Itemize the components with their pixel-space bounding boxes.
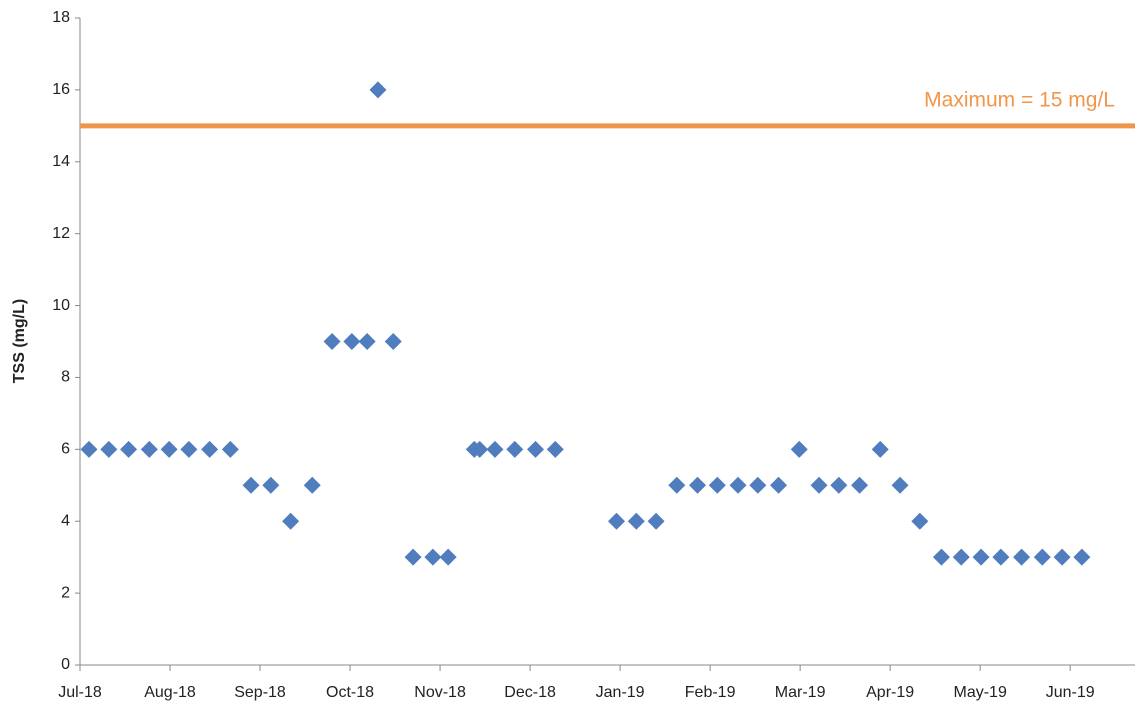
point (439, 548, 457, 566)
point (242, 476, 260, 494)
y-tick-label: 6 (61, 441, 70, 458)
point (972, 548, 990, 566)
point (180, 440, 198, 458)
x-tick-label: Apr-19 (866, 684, 914, 701)
point (506, 440, 524, 458)
x-tick-label: Jan-19 (596, 684, 645, 701)
point (1073, 548, 1091, 566)
point (729, 476, 747, 494)
point (668, 476, 686, 494)
point (100, 440, 118, 458)
x-tick-label: Jun-19 (1046, 684, 1095, 701)
x-tick-label: Mar-19 (775, 684, 826, 701)
point (871, 440, 889, 458)
point (1053, 548, 1071, 566)
point (952, 548, 970, 566)
y-tick-label: 18 (52, 9, 70, 26)
point (770, 476, 788, 494)
point (358, 333, 376, 350)
point (303, 476, 321, 494)
point (992, 548, 1010, 566)
y-tick-label: 0 (61, 656, 70, 673)
y-tick-label: 12 (52, 225, 70, 242)
y-tick-label: 14 (52, 153, 70, 170)
point (830, 476, 848, 494)
point (160, 440, 178, 458)
point (911, 512, 929, 530)
y-axis-label: TSS (mg/L) (11, 299, 28, 383)
point (262, 476, 280, 494)
y-tick-label: 8 (61, 369, 70, 386)
point (201, 440, 219, 458)
y-tick-label: 10 (52, 297, 70, 314)
point (120, 440, 138, 458)
x-tick-label: Oct-18 (326, 684, 374, 701)
point (627, 512, 645, 530)
point (749, 476, 767, 494)
point (384, 333, 402, 350)
point (851, 476, 869, 494)
x-tick-label: Aug-18 (144, 684, 196, 701)
point (608, 512, 626, 530)
y-tick-label: 2 (61, 584, 70, 601)
point (891, 476, 909, 494)
point (1033, 548, 1051, 566)
point (323, 333, 341, 350)
x-tick-label: May-19 (953, 684, 1006, 701)
x-tick-label: Sep-18 (234, 684, 286, 701)
y-tick-label: 16 (52, 81, 70, 98)
point (1013, 548, 1031, 566)
point (689, 476, 707, 494)
point (140, 440, 158, 458)
point (404, 548, 422, 566)
x-tick-label: Dec-18 (504, 684, 556, 701)
max-label: Maximum = 15 mg/L (924, 88, 1115, 111)
point (343, 333, 361, 350)
y-tick-label: 4 (61, 512, 70, 529)
point (424, 548, 442, 566)
point (647, 512, 665, 530)
point (369, 81, 387, 99)
point (221, 440, 239, 458)
point (282, 512, 300, 530)
point (80, 440, 98, 458)
x-tick-label: Feb-19 (685, 684, 736, 701)
point (471, 440, 489, 458)
point (546, 440, 564, 458)
x-tick-label: Nov-18 (414, 684, 466, 701)
point (486, 440, 504, 458)
point (932, 548, 950, 566)
point (810, 476, 828, 494)
point (790, 440, 808, 458)
point (708, 476, 726, 494)
point (526, 440, 544, 458)
x-tick-label: Jul-18 (58, 684, 102, 701)
